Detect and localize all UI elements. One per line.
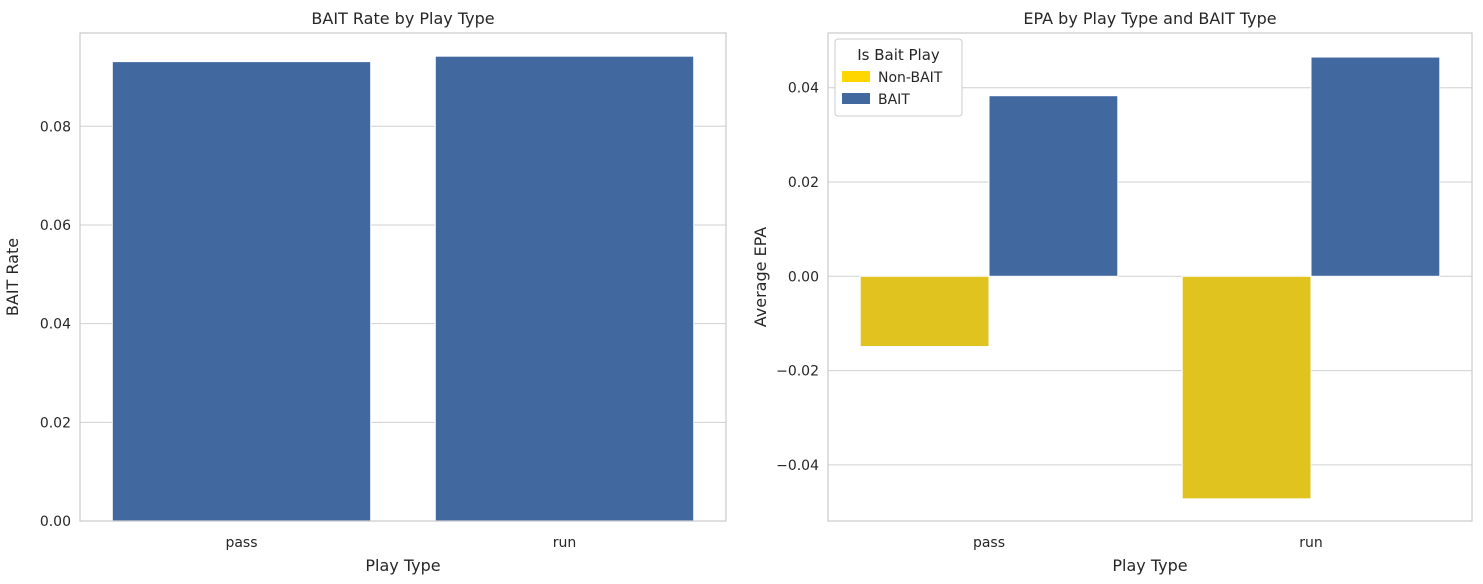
bar-pass — [111, 61, 372, 522]
plot-frame — [79, 32, 727, 522]
x-tick-label: run — [1299, 535, 1323, 551]
x-axis-label: Play Type — [365, 556, 440, 575]
legend-label-non-bait: Non-BAIT — [878, 70, 943, 86]
y-tick-label: −0.02 — [776, 364, 819, 380]
x-axis-label: Play Type — [1112, 556, 1187, 575]
y-tick-label: 0.04 — [788, 81, 819, 97]
bar-non-bait-pass — [859, 275, 990, 348]
legend-title: Is Bait Play — [857, 46, 940, 64]
bar-non-bait-run — [1181, 275, 1312, 500]
bar-run — [434, 55, 695, 522]
bar-bait-pass — [988, 95, 1119, 277]
y-tick-label: −0.04 — [776, 458, 819, 474]
epa-chart: −0.04 −0.02 0.00 0.02 0.04 pass run EPA by Pl… — [751, 9, 1473, 575]
x-tick-label: pass — [973, 535, 1005, 551]
y-tick-label: 0.06 — [40, 218, 71, 234]
y-tick-label: 0.02 — [40, 415, 71, 431]
bait-rate-chart: 0.00 0.02 0.04 0.06 0.08 pass run BAIT Rate b… — [3, 9, 727, 575]
legend-label-bait: BAIT — [878, 92, 910, 108]
y-axis-label: Average EPA — [751, 227, 770, 328]
legend-swatch-bait — [842, 93, 870, 104]
legend-swatch-non-bait — [842, 71, 870, 82]
chart-title: EPA by Play Type and BAIT Type — [1023, 9, 1276, 28]
y-tick-label: 0.02 — [788, 175, 819, 191]
y-tick-label: 0.00 — [788, 269, 819, 285]
y-axis-label: BAIT Rate — [3, 238, 22, 316]
y-tick-label: 0.00 — [40, 514, 71, 530]
chart-title: BAIT Rate by Play Type — [311, 9, 494, 28]
plot-frame — [827, 32, 1473, 522]
x-tick-label: run — [553, 535, 577, 551]
y-tick-label: 0.04 — [40, 317, 71, 333]
bar-bait-run — [1310, 56, 1441, 277]
y-tick-label: 0.08 — [40, 119, 71, 135]
x-tick-label: pass — [225, 535, 257, 551]
legend: Is Bait Play Non-BAIT BAIT — [834, 38, 963, 117]
